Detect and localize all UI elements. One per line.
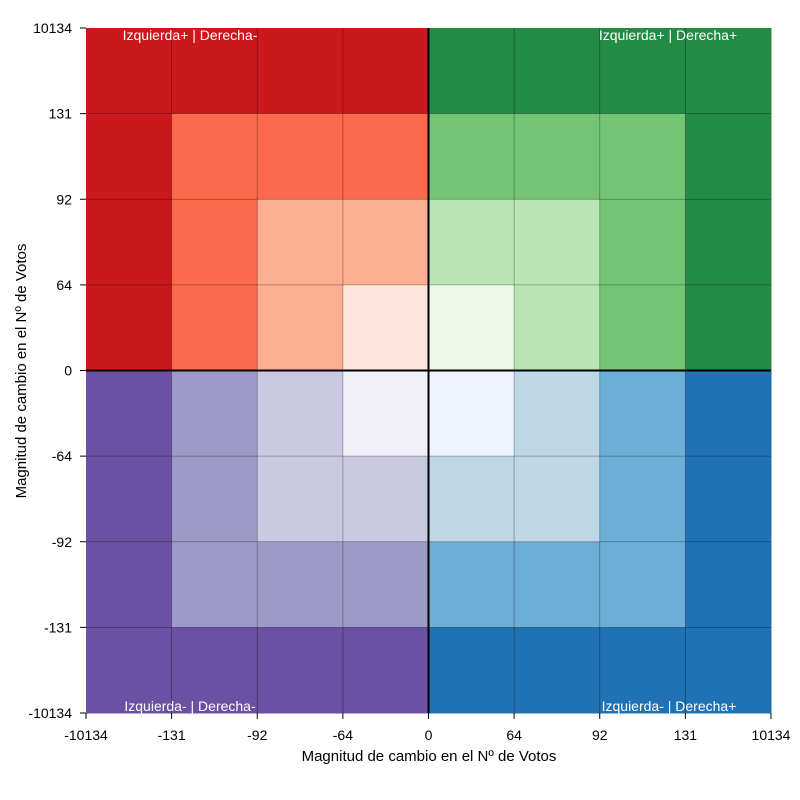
heatmap-cell — [171, 627, 258, 714]
heatmap-cell — [685, 370, 772, 457]
x-tick-label: -131 — [158, 727, 186, 743]
heatmap-cell — [685, 627, 772, 714]
y-tick-label: 10134 — [33, 20, 72, 36]
heatmap-cell — [514, 541, 601, 628]
quadrant-label-bottom-right: Izquierda- | Derecha+ — [602, 698, 737, 714]
heatmap-cell — [257, 199, 344, 286]
heatmap-cell — [599, 627, 686, 714]
heatmap-cell — [342, 627, 429, 714]
heatmap-cell — [257, 456, 344, 543]
x-tick-label: -92 — [247, 727, 267, 743]
heatmap-cell — [428, 541, 515, 628]
heatmap-cell — [171, 284, 258, 371]
heatmap-cell — [257, 541, 344, 628]
y-tick-label: -10134 — [28, 705, 72, 721]
heatmap-cell — [171, 113, 258, 200]
heatmap-cell — [86, 113, 173, 200]
heatmap-cell — [342, 284, 429, 371]
x-axis-title: Magnitud de cambio en el Nº de Votos — [302, 748, 557, 765]
heatmap-cell — [171, 28, 258, 115]
heatmap-cell — [86, 627, 173, 714]
quadrant-label-bottom-left: Izquierda- | Derecha- — [124, 698, 256, 714]
x-tick-label: 64 — [506, 727, 522, 743]
heatmap-cell — [86, 456, 173, 543]
heatmap-cell — [514, 370, 601, 457]
quadrant-label-top-right: Izquierda+ | Derecha+ — [599, 27, 737, 43]
x-tick-label: 131 — [674, 727, 698, 743]
heatmap-cell — [257, 284, 344, 371]
heatmap-cell — [599, 199, 686, 286]
heatmap-cell — [257, 28, 344, 115]
x-tick-label: -64 — [333, 727, 353, 743]
heatmap-cell — [514, 284, 601, 371]
heatmap-cell — [171, 541, 258, 628]
heatmap-cell — [428, 199, 515, 286]
heatmap-cell — [428, 456, 515, 543]
heatmap-cell — [342, 456, 429, 543]
heatmap-cell — [428, 284, 515, 371]
heatmap-cell — [86, 370, 173, 457]
heatmap-cell — [599, 284, 686, 371]
y-axis-title: Magnitud de cambio en el Nº de Votos — [13, 244, 30, 499]
heatmap-cell — [428, 28, 515, 115]
heatmap-cell — [428, 113, 515, 200]
heatmap-cell — [685, 456, 772, 543]
heatmap-cell — [685, 199, 772, 286]
heatmap-cell — [685, 541, 772, 628]
heatmap-cell — [514, 456, 601, 543]
heatmap-cell — [599, 113, 686, 200]
heatmap-cell — [342, 541, 429, 628]
heatmap-cell — [257, 370, 344, 457]
x-tick-label: -10134 — [64, 727, 108, 743]
x-tick-label: 10134 — [752, 727, 791, 743]
heatmap-cell — [257, 627, 344, 714]
heatmap-cell — [86, 541, 173, 628]
heatmap-cell — [514, 28, 601, 115]
heatmap-cell — [514, 199, 601, 286]
y-tick-label: 64 — [56, 277, 72, 293]
heatmap-cell — [514, 627, 601, 714]
heatmap-cell — [171, 456, 258, 543]
heatmap-cell — [342, 370, 429, 457]
x-tick-label: 0 — [425, 727, 433, 743]
heatmap-cell — [342, 28, 429, 115]
heatmap-cell — [599, 370, 686, 457]
heatmap-cell — [685, 113, 772, 200]
heatmap-cell — [685, 28, 772, 115]
heatmap-cell — [599, 541, 686, 628]
heatmap-cells — [86, 28, 772, 714]
heatmap-cell — [599, 28, 686, 115]
heatmap-cell — [257, 113, 344, 200]
heatmap-cell — [86, 199, 173, 286]
heatmap-cell — [171, 199, 258, 286]
y-tick-label: -131 — [44, 619, 72, 635]
heatmap-cell — [514, 113, 601, 200]
x-tick-label: 92 — [592, 727, 608, 743]
tick-labels: -10134 -131 -92 -64 0 64 92 131 10134 10134 131 92 6… — [28, 20, 790, 743]
y-tick-label: 92 — [56, 191, 72, 207]
quadrant-label-top-left: Izquierda+ | Derecha- — [123, 27, 258, 43]
y-tick-label: -92 — [52, 534, 72, 550]
heatmap-cell — [342, 199, 429, 286]
heatmap-cell — [428, 627, 515, 714]
heatmap-cell — [171, 370, 258, 457]
heatmap-cell — [342, 113, 429, 200]
y-tick-label: 0 — [64, 363, 72, 379]
heatmap-cell — [599, 456, 686, 543]
axes — [86, 28, 771, 713]
heatmap-cell — [86, 284, 173, 371]
heatmap-cell — [428, 370, 515, 457]
y-tick-label: 131 — [49, 106, 73, 122]
y-tick-label: -64 — [52, 448, 72, 464]
heatmap-cell — [86, 28, 173, 115]
heatmap-cell — [685, 284, 772, 371]
